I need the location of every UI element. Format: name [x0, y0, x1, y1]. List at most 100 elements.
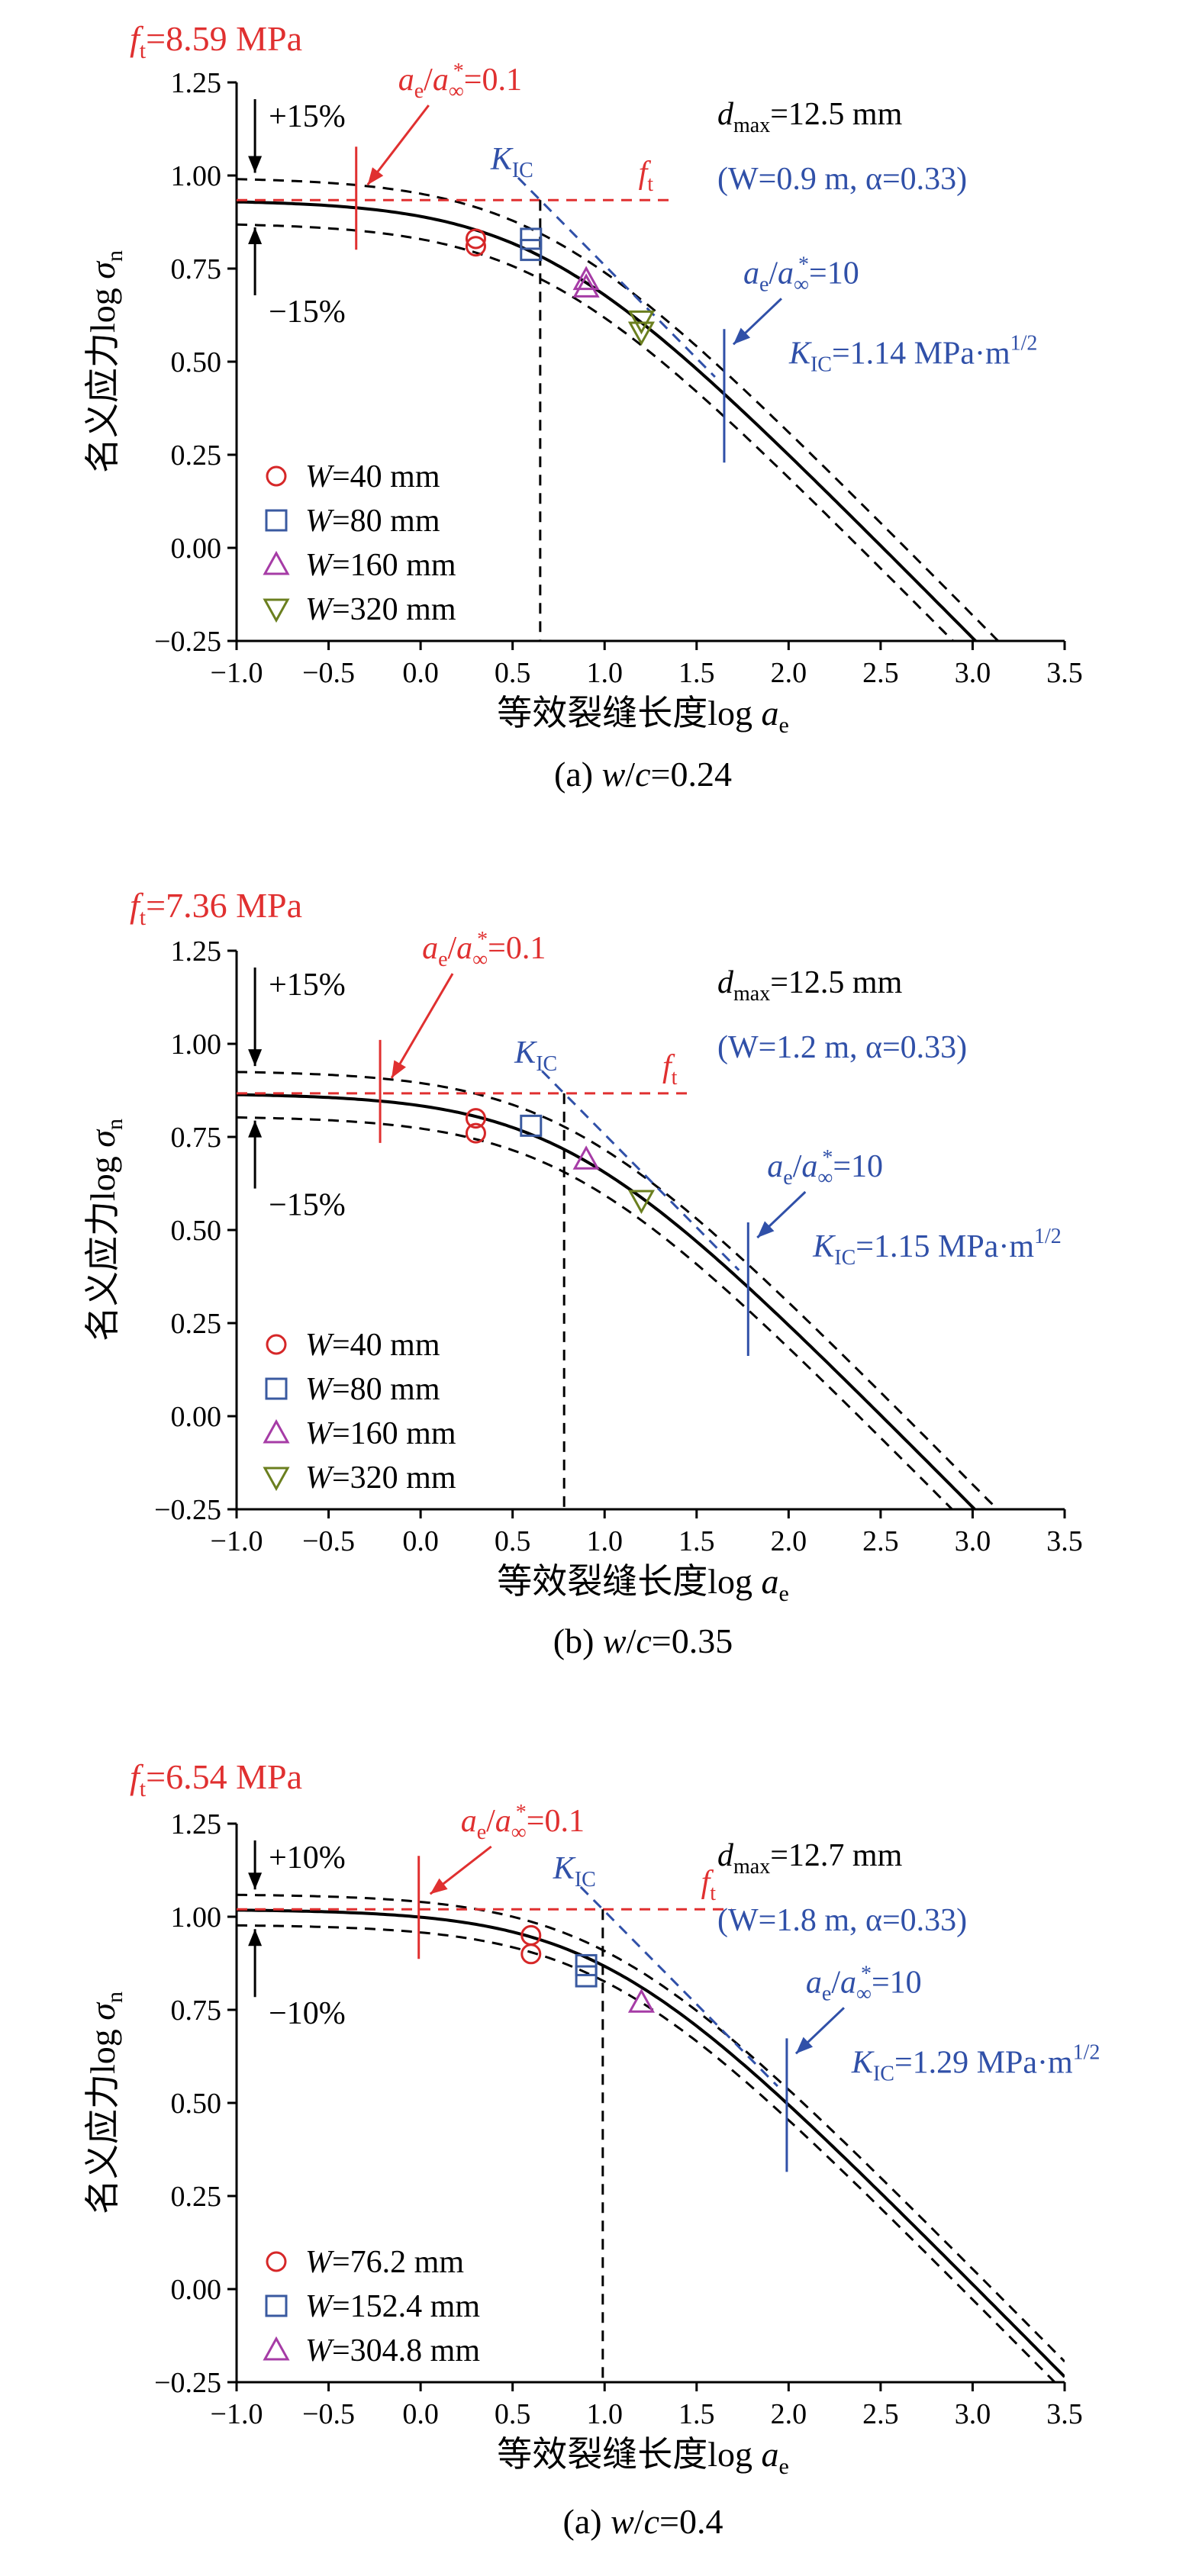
x-tick-label: −1.0 — [211, 657, 263, 689]
legend-marker — [263, 598, 290, 623]
x-axis-label: 等效裂缝长度log ae — [497, 694, 789, 738]
data-point — [627, 1988, 655, 2013]
x-tick-label: 1.5 — [678, 657, 715, 689]
plus-band-label: +15% — [269, 99, 346, 134]
ratio-low-label: ae/a∞*=0.1 — [422, 928, 546, 971]
lower-bound-curve — [237, 223, 955, 641]
legend-marker — [263, 550, 290, 575]
ratio-low-arrow-shaft — [390, 973, 454, 1079]
data-point — [627, 321, 655, 346]
chart-panel-3: ft=6.54 MPa −1.0 −0.5 0.0 0.5 1.0 1.5 2.0 2.5 3.0… — [83, 1757, 1100, 2541]
legend-label: W=76.2 mm — [305, 2245, 464, 2280]
y-tick-label: 0.75 — [171, 1995, 222, 2027]
data-point — [520, 227, 543, 250]
ratio-low-arrow-head — [367, 167, 384, 185]
y-tick-label: 0.25 — [171, 440, 222, 472]
legend-marker — [263, 1418, 290, 1444]
kic-asymptote-line — [579, 1885, 778, 2088]
legend-label: W=320 mm — [305, 592, 456, 627]
y-tick-label: 0.00 — [171, 533, 222, 565]
y-tick-label: −0.25 — [154, 2367, 221, 2399]
chart-panel-1: ft=8.59 MPa −1.0 −0.5 0.0 0.5 1.0 1.5 2.0 2.5 3.0… — [83, 19, 1083, 794]
minus-band-arrow-head — [248, 1929, 263, 1946]
ft-heading: ft=7.36 MPa — [130, 886, 302, 930]
fit-curve — [237, 1908, 1065, 2378]
minus-band-arrow-head — [248, 227, 263, 244]
ft-heading: ft=8.59 MPa — [130, 19, 302, 63]
legend-label: W=160 mm — [305, 548, 456, 583]
dmax-label: dmax=12.7 mm — [717, 1838, 903, 1879]
data-point — [575, 1965, 598, 1988]
data-point — [575, 1953, 598, 1976]
x-tick-label: 3.5 — [1046, 657, 1083, 689]
plus-band-arrow-head — [248, 1872, 263, 1890]
x-tick-label: 2.5 — [862, 1525, 899, 1557]
kic-asymptote-line — [541, 1070, 740, 1271]
ratio-high-label: ae/a∞*=10 — [767, 1146, 883, 1190]
legend-marker — [265, 509, 288, 532]
x-tick-label: 0.0 — [402, 2398, 439, 2430]
y-tick-label: 1.00 — [171, 160, 222, 192]
data-point — [465, 228, 486, 250]
y-tick-label: 0.25 — [171, 1308, 222, 1340]
legend-marker — [265, 1377, 288, 1400]
x-tick-label: 2.0 — [771, 1525, 807, 1557]
x-tick-label: 1.0 — [586, 1525, 623, 1557]
x-tick-label: 0.5 — [495, 1525, 531, 1557]
legend-marker — [266, 1334, 287, 1355]
kic-value-label: KIC=1.15 MPa·m1/2 — [812, 1225, 1061, 1270]
legend-label: W=160 mm — [305, 1416, 456, 1451]
legend-label: W=80 mm — [305, 1372, 440, 1407]
minus-band-label: −15% — [269, 1188, 346, 1223]
parameter-label: (W=1.2 m, α=0.33) — [717, 1030, 967, 1065]
y-axis-label: 名义应力log σn — [83, 250, 127, 473]
minus-band-arrow-head — [248, 1120, 263, 1138]
x-tick-label: 3.5 — [1046, 2398, 1083, 2430]
x-tick-label: 3.0 — [955, 2398, 991, 2430]
chart-panel-2: ft=7.36 MPa −1.0 −0.5 0.0 0.5 1.0 1.5 2.0 2.5 3.0… — [83, 886, 1083, 1660]
y-tick-label: −0.25 — [154, 626, 221, 658]
y-tick-label: 0.50 — [171, 2088, 222, 2120]
y-tick-label: 0.25 — [171, 2181, 222, 2213]
data-point — [465, 1108, 486, 1129]
x-tick-label: 0.0 — [402, 1525, 439, 1557]
legend-label: W=320 mm — [305, 1460, 456, 1496]
x-tick-label: 2.5 — [862, 657, 899, 689]
ratio-low-label: ae/a∞*=0.1 — [461, 1801, 585, 1844]
upper-bound-curve — [237, 1071, 999, 1509]
x-tick-label: −0.5 — [302, 2398, 355, 2430]
y-tick-label: 1.25 — [171, 1808, 222, 1840]
data-point — [520, 239, 543, 262]
panel-caption: (a) w/c=0.24 — [554, 755, 732, 794]
legend-marker — [265, 2294, 288, 2317]
y-axis-label: 名义应力log σn — [83, 1119, 127, 1341]
kic-asymptote-line — [517, 176, 716, 378]
ratio-low-arrow-head — [392, 1060, 406, 1078]
kic-value-label: KIC=1.14 MPa·m1/2 — [788, 331, 1037, 376]
data-point — [520, 1114, 543, 1137]
data-point — [572, 273, 600, 298]
legend-marker — [263, 1467, 290, 1492]
ratio-high-label: ae/a∞*=10 — [806, 1962, 922, 2005]
x-tick-label: 1.5 — [678, 1525, 715, 1557]
ft-heading: ft=6.54 MPa — [130, 1757, 302, 1802]
y-tick-label: 0.75 — [171, 253, 222, 285]
x-tick-label: 0.0 — [402, 657, 439, 689]
x-axis-label: 等效裂缝长度log ae — [497, 1562, 789, 1606]
parameter-label: (W=0.9 m, α=0.33) — [717, 162, 967, 197]
x-tick-label: −0.5 — [302, 657, 355, 689]
y-tick-label: 0.75 — [171, 1122, 222, 1154]
x-tick-label: 1.0 — [586, 657, 623, 689]
dmax-label: dmax=12.5 mm — [717, 97, 903, 137]
data-point — [572, 1145, 600, 1170]
x-tick-label: −0.5 — [302, 1525, 355, 1557]
plus-band-label: +10% — [269, 1840, 346, 1876]
legend-label: W=40 mm — [305, 459, 440, 494]
panel-caption: (a) w/c=0.4 — [563, 2502, 723, 2541]
legend-label: W=40 mm — [305, 1328, 440, 1363]
kic-label: KIC — [514, 1035, 557, 1076]
panel-caption: (b) w/c=0.35 — [553, 1621, 733, 1660]
legend-label: W=304.8 mm — [305, 2333, 480, 2368]
x-tick-label: 3.5 — [1046, 1525, 1083, 1557]
data-point — [572, 266, 600, 291]
